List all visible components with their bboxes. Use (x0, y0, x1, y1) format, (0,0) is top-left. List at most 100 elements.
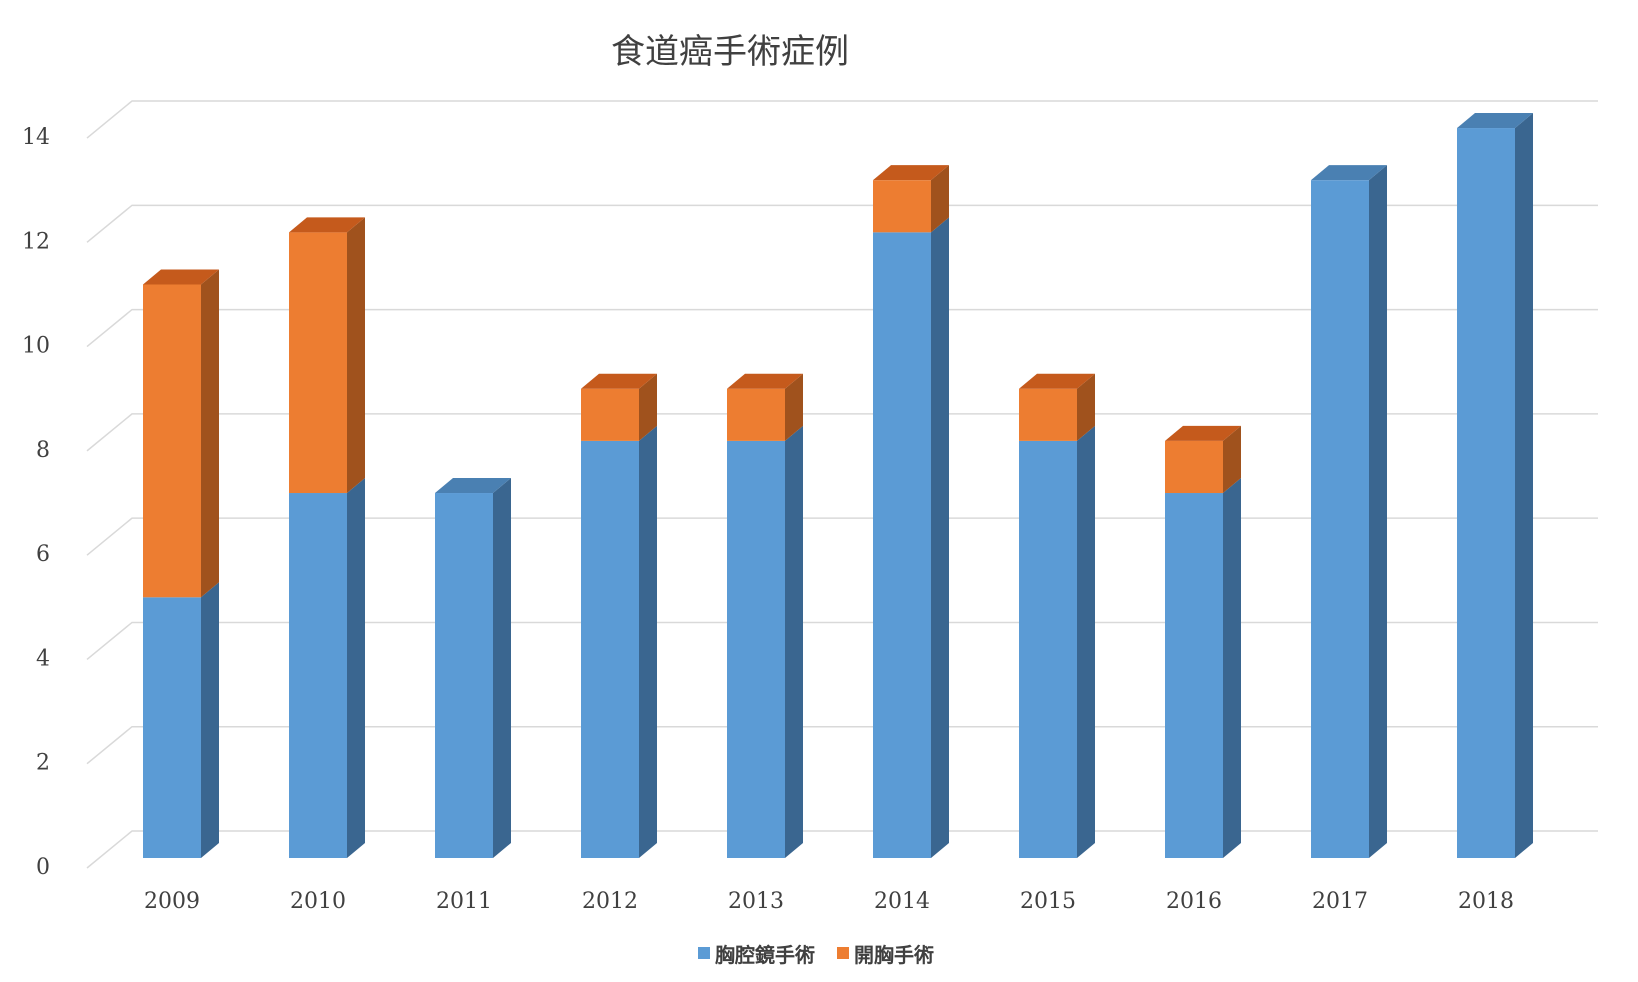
bar-segment (1311, 165, 1387, 858)
bar-front (1165, 493, 1223, 858)
y-tick-label: 2 (36, 751, 50, 776)
y-axis-ticks: 0 2 4 6 8 10 12 14 (22, 125, 50, 880)
bar-segment (1165, 478, 1241, 858)
bar-segment (289, 217, 365, 494)
x-tick-label: 2014 (874, 889, 930, 914)
y-tick-label: 14 (22, 125, 50, 150)
bar-segment (435, 478, 511, 858)
bar-stack (289, 217, 365, 858)
bar-top (1311, 165, 1387, 181)
gridline (86, 830, 1598, 869)
y-tick-label: 8 (36, 438, 50, 463)
bar-front (1165, 440, 1223, 494)
y-tick-label: 0 (36, 855, 50, 880)
bar-side (347, 217, 365, 494)
bar-segment (1457, 113, 1533, 859)
bar-front (435, 493, 493, 858)
gridline (86, 100, 1598, 139)
bar-side (1077, 425, 1095, 858)
bar-side (201, 582, 219, 858)
bar-front (1019, 388, 1077, 441)
bar-stack (581, 373, 657, 858)
bar-top (1457, 113, 1533, 129)
x-tick-label: 2010 (290, 889, 346, 914)
bar-segment (581, 373, 657, 441)
legend-swatch (837, 947, 849, 959)
bar-front (581, 388, 639, 441)
bar-segment (1019, 373, 1095, 441)
bar-front (1019, 440, 1077, 858)
bar-top (1165, 425, 1241, 441)
bar-segment (873, 165, 949, 233)
bar-stack (435, 478, 511, 858)
legend-swatch (698, 947, 710, 959)
bar-front (143, 597, 201, 858)
bar-side (1077, 373, 1095, 441)
y-tick-label: 4 (36, 646, 50, 671)
bar-stack (1019, 373, 1095, 858)
bar-side (639, 373, 657, 441)
chart-title: 食道癌手術症例 (611, 32, 849, 72)
gridline (86, 517, 1598, 556)
x-tick-label: 2015 (1020, 889, 1076, 914)
y-tick-label: 10 (22, 334, 50, 359)
bar-top (1019, 373, 1095, 389)
bar-top (581, 373, 657, 389)
legend-item: 胸腔鏡手術 (698, 943, 815, 967)
bar-segment (727, 373, 803, 441)
gridline (86, 204, 1598, 243)
gridlines (86, 100, 1598, 869)
gridline (86, 413, 1598, 452)
bar-front (1311, 180, 1369, 858)
bar-segment (581, 425, 657, 858)
bar-segment (1019, 425, 1095, 858)
x-tick-label: 2017 (1312, 889, 1368, 914)
x-tick-label: 2018 (1458, 889, 1514, 914)
legend-item: 開胸手術 (837, 943, 934, 967)
gridline (86, 308, 1598, 348)
x-tick-label: 2011 (436, 889, 492, 914)
bar-side (785, 425, 803, 858)
x-tick-label: 2012 (582, 889, 638, 914)
legend-label: 開胸手術 (854, 943, 934, 967)
bar-segment (1165, 425, 1241, 494)
bar-top (143, 269, 219, 285)
bar-segment (727, 425, 803, 858)
bar-front (581, 440, 639, 858)
bar-side (1223, 425, 1241, 494)
legend: 胸腔鏡手術 開胸手術 (698, 943, 934, 967)
x-tick-label: 2013 (728, 889, 784, 914)
bar-front (289, 493, 347, 858)
x-tick-label: 2016 (1166, 889, 1222, 914)
bar-side (639, 425, 657, 858)
bar-segment (143, 269, 219, 598)
bar-front (873, 232, 931, 858)
y-tick-label: 6 (36, 542, 50, 567)
bar-top (435, 478, 511, 494)
gridline (86, 725, 1598, 765)
bar-top (727, 373, 803, 389)
bar-segment (143, 582, 219, 858)
bar-stack (873, 165, 949, 858)
bar-top (289, 217, 365, 233)
bar-stack (143, 269, 219, 858)
bar-side (931, 217, 949, 858)
bar-segment (289, 478, 365, 858)
x-axis-ticks: 2009 2010 2011 2012 2013 2014 2015 2016 2017 2018 (144, 889, 1514, 914)
bar-side (1515, 113, 1533, 859)
bar-top (873, 165, 949, 181)
bar-stack (1457, 113, 1533, 859)
bar-front (143, 284, 201, 598)
bar-side (785, 373, 803, 441)
legend-label: 胸腔鏡手術 (715, 943, 815, 967)
bar-side (1223, 478, 1241, 858)
bars (143, 113, 1533, 859)
y-tick-label: 12 (22, 229, 50, 254)
bar-side (931, 165, 949, 233)
bar-front (1457, 128, 1515, 859)
bar-side (347, 478, 365, 858)
bar-stack (1165, 425, 1241, 858)
bar-front (727, 388, 785, 441)
